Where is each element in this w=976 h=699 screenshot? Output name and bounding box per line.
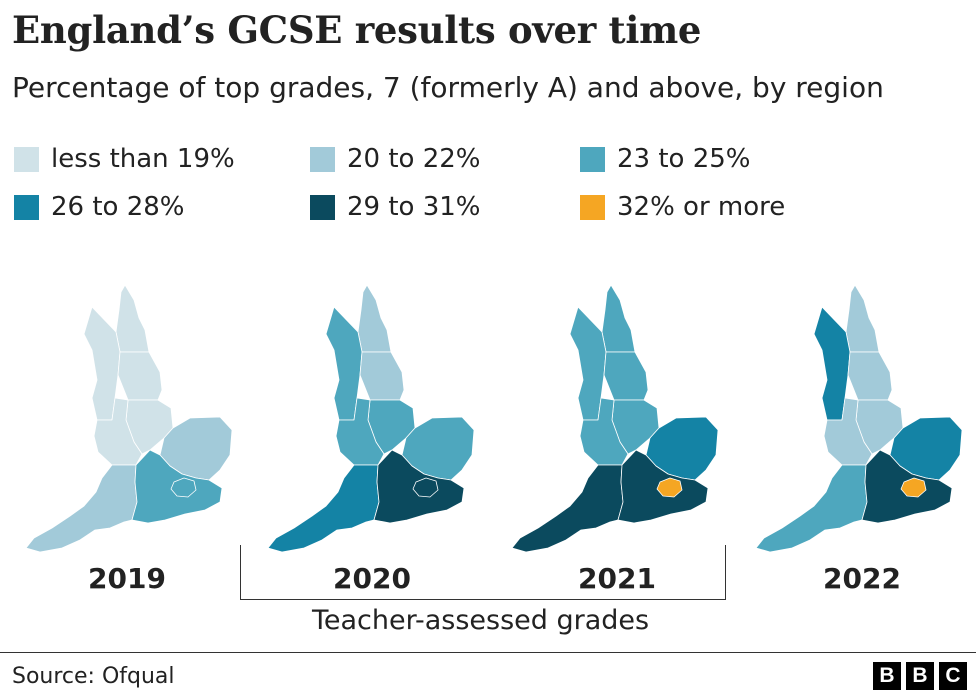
bbc-logo-letter: B bbox=[906, 662, 934, 690]
region-london bbox=[170, 477, 197, 498]
legend-label: 29 to 31% bbox=[347, 192, 481, 222]
region-west-midlands bbox=[335, 397, 385, 466]
teacher-assessed-bracket bbox=[240, 545, 726, 600]
legend-label: 26 to 28% bbox=[51, 192, 185, 222]
region-london bbox=[900, 477, 927, 498]
legend-item: less than 19% bbox=[14, 144, 235, 174]
region-north-east bbox=[601, 284, 636, 353]
legend: less than 19% 20 to 22% 23 to 25% 26 to … bbox=[14, 140, 974, 230]
region-london bbox=[656, 477, 683, 498]
map-2020 bbox=[267, 284, 475, 553]
maps-canvas bbox=[25, 284, 963, 553]
region-north-east bbox=[115, 284, 150, 353]
chart-subtitle: Percentage of top grades, 7 (formerly A)… bbox=[12, 71, 884, 104]
legend-swatch bbox=[310, 146, 335, 172]
region-yorkshire bbox=[603, 351, 649, 401]
source-text: Source: Ofqual bbox=[12, 664, 175, 689]
legend-label: 32% or more bbox=[617, 192, 786, 222]
map-2019 bbox=[25, 284, 233, 553]
chart-title: England’s GCSE results over time bbox=[12, 8, 702, 52]
region-yorkshire bbox=[847, 351, 893, 401]
year-label-2021: 2021 bbox=[578, 562, 656, 595]
teacher-assessed-note: Teacher-assessed grades bbox=[312, 605, 650, 636]
legend-swatch bbox=[14, 146, 39, 172]
region-south-west bbox=[25, 464, 138, 553]
year-label-2020: 2020 bbox=[333, 562, 411, 595]
legend-item: 26 to 28% bbox=[14, 192, 185, 222]
region-north-east bbox=[357, 284, 392, 353]
map-2021 bbox=[511, 284, 719, 553]
region-west-midlands bbox=[93, 397, 143, 466]
legend-item: 29 to 31% bbox=[310, 192, 481, 222]
region-south-west bbox=[267, 464, 380, 553]
map-2022 bbox=[755, 284, 963, 553]
legend-swatch bbox=[580, 146, 605, 172]
legend-swatch bbox=[14, 194, 39, 220]
region-north-east bbox=[845, 284, 880, 353]
bbc-logo-letter: C bbox=[939, 662, 967, 690]
legend-item: 20 to 22% bbox=[310, 144, 481, 174]
legend-item: 32% or more bbox=[580, 192, 785, 222]
region-west-midlands bbox=[823, 397, 873, 466]
year-label-2022: 2022 bbox=[823, 562, 901, 595]
region-yorkshire bbox=[117, 351, 163, 401]
legend-swatch bbox=[310, 194, 335, 220]
region-south-west bbox=[755, 464, 868, 553]
legend-label: 20 to 22% bbox=[347, 144, 481, 174]
legend-label: less than 19% bbox=[51, 144, 235, 174]
legend-swatch bbox=[580, 194, 605, 220]
region-yorkshire bbox=[359, 351, 405, 401]
legend-item: 23 to 25% bbox=[580, 144, 751, 174]
region-south-west bbox=[511, 464, 624, 553]
year-label-2019: 2019 bbox=[88, 562, 166, 595]
region-london bbox=[412, 477, 439, 498]
legend-label: 23 to 25% bbox=[617, 144, 751, 174]
region-west-midlands bbox=[579, 397, 629, 466]
bbc-logo-letter: B bbox=[873, 662, 901, 690]
footer-divider bbox=[0, 652, 976, 653]
